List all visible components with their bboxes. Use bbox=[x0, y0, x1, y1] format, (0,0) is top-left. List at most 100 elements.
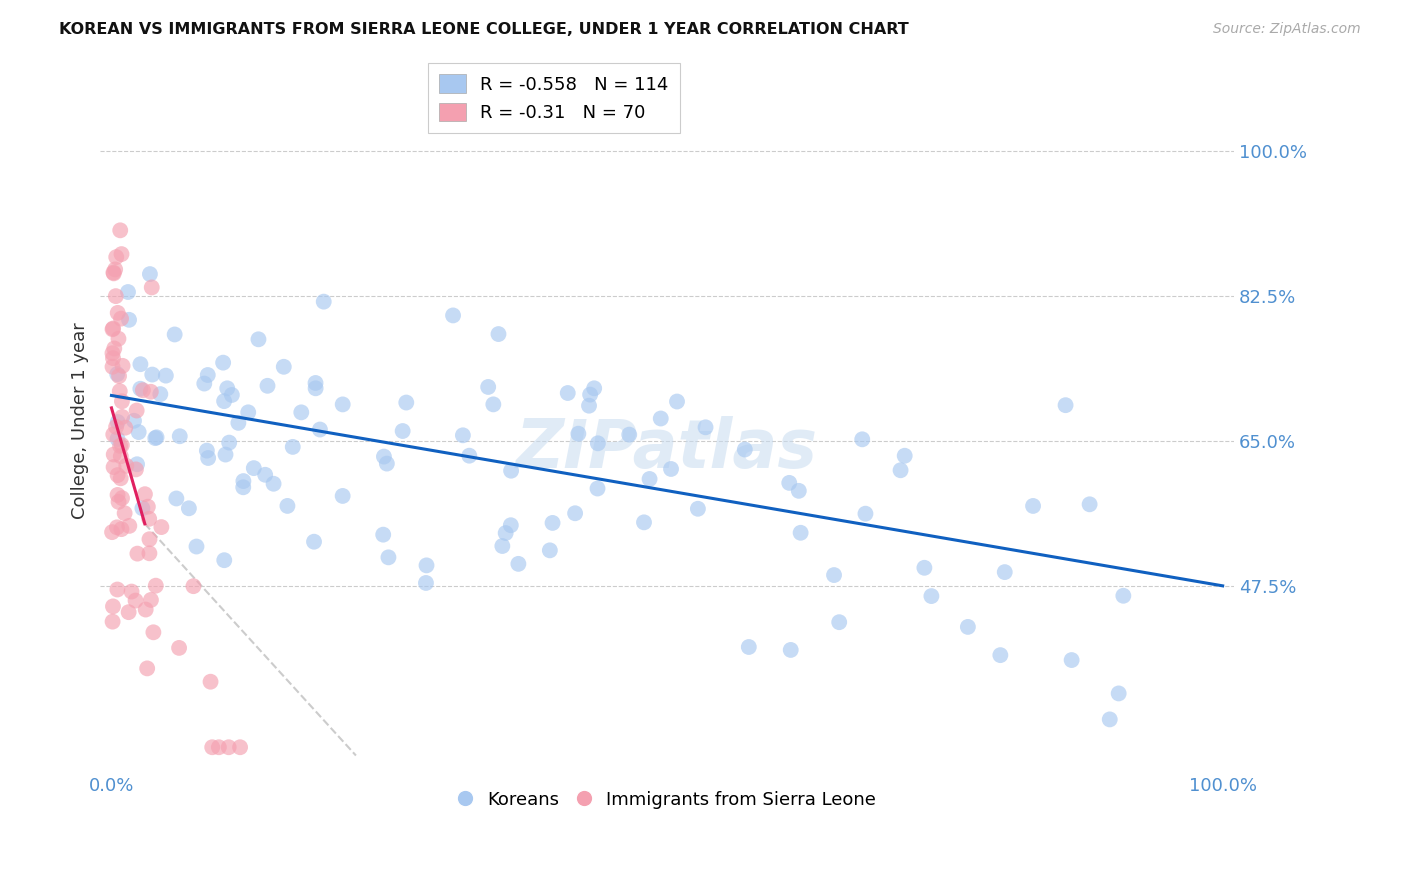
Point bbox=[290, 405, 312, 419]
Point bbox=[666, 394, 689, 409]
Point bbox=[309, 423, 332, 437]
Point bbox=[586, 482, 609, 496]
Point bbox=[994, 565, 1017, 579]
Point bbox=[108, 439, 131, 453]
Point bbox=[276, 499, 298, 513]
Point bbox=[101, 525, 124, 540]
Point bbox=[105, 420, 128, 434]
Point bbox=[183, 579, 205, 593]
Point bbox=[110, 223, 132, 237]
Point bbox=[377, 550, 399, 565]
Point bbox=[110, 311, 132, 326]
Point bbox=[138, 546, 160, 560]
Point bbox=[139, 267, 162, 281]
Point bbox=[579, 387, 602, 401]
Point bbox=[141, 280, 163, 294]
Point bbox=[107, 468, 129, 483]
Point bbox=[107, 415, 129, 429]
Point bbox=[375, 457, 398, 471]
Point bbox=[232, 474, 254, 488]
Point bbox=[201, 740, 224, 755]
Point bbox=[111, 394, 134, 409]
Point bbox=[557, 386, 579, 401]
Point bbox=[111, 359, 134, 373]
Point bbox=[129, 382, 152, 396]
Legend: Koreans, Immigrants from Sierra Leone: Koreans, Immigrants from Sierra Leone bbox=[451, 783, 883, 816]
Point bbox=[149, 387, 172, 401]
Point bbox=[115, 458, 138, 473]
Point bbox=[828, 615, 851, 630]
Point bbox=[247, 332, 270, 346]
Point bbox=[138, 512, 160, 526]
Point bbox=[124, 593, 146, 607]
Point bbox=[228, 416, 250, 430]
Point bbox=[163, 327, 186, 342]
Point bbox=[177, 501, 200, 516]
Point bbox=[103, 266, 125, 280]
Point bbox=[193, 376, 215, 391]
Point bbox=[138, 533, 160, 547]
Point bbox=[101, 321, 124, 335]
Point bbox=[586, 436, 609, 450]
Point bbox=[218, 740, 240, 755]
Point bbox=[855, 507, 877, 521]
Point bbox=[141, 368, 163, 382]
Point bbox=[111, 491, 134, 505]
Point bbox=[890, 463, 912, 477]
Point bbox=[101, 346, 124, 360]
Point bbox=[155, 368, 177, 383]
Point bbox=[131, 501, 153, 516]
Point bbox=[214, 448, 236, 462]
Point bbox=[1108, 686, 1130, 700]
Point bbox=[373, 527, 395, 541]
Point bbox=[415, 576, 437, 591]
Point bbox=[195, 443, 218, 458]
Y-axis label: College, Under 1 year: College, Under 1 year bbox=[72, 322, 89, 518]
Point bbox=[103, 342, 125, 356]
Point bbox=[114, 506, 136, 520]
Point bbox=[578, 399, 600, 413]
Point bbox=[619, 427, 641, 442]
Point bbox=[893, 449, 915, 463]
Point bbox=[139, 593, 162, 607]
Point bbox=[107, 488, 129, 502]
Point bbox=[110, 522, 132, 536]
Point bbox=[477, 380, 499, 394]
Point bbox=[564, 506, 586, 520]
Point bbox=[567, 426, 589, 441]
Point bbox=[391, 424, 413, 438]
Point bbox=[136, 661, 159, 675]
Point bbox=[221, 388, 243, 402]
Point bbox=[101, 599, 124, 614]
Point bbox=[650, 411, 672, 425]
Point bbox=[538, 543, 561, 558]
Point bbox=[738, 640, 761, 654]
Point bbox=[135, 602, 157, 616]
Point bbox=[110, 471, 132, 485]
Point bbox=[111, 409, 134, 424]
Point bbox=[787, 483, 810, 498]
Point bbox=[101, 351, 124, 366]
Point bbox=[110, 449, 132, 463]
Point bbox=[1022, 499, 1045, 513]
Point bbox=[499, 518, 522, 533]
Point bbox=[451, 428, 474, 442]
Point bbox=[103, 427, 125, 442]
Point bbox=[256, 379, 278, 393]
Point bbox=[118, 519, 141, 533]
Point bbox=[920, 589, 942, 603]
Point bbox=[128, 425, 150, 439]
Point bbox=[107, 495, 129, 509]
Point bbox=[458, 449, 481, 463]
Point bbox=[332, 397, 354, 411]
Point bbox=[104, 262, 127, 277]
Point bbox=[143, 431, 166, 445]
Point bbox=[145, 579, 167, 593]
Point bbox=[218, 435, 240, 450]
Point bbox=[108, 384, 131, 399]
Point bbox=[491, 539, 513, 553]
Text: KOREAN VS IMMIGRANTS FROM SIERRA LEONE COLLEGE, UNDER 1 YEAR CORRELATION CHART: KOREAN VS IMMIGRANTS FROM SIERRA LEONE C… bbox=[59, 22, 908, 37]
Point bbox=[851, 433, 873, 447]
Point bbox=[659, 462, 682, 476]
Point bbox=[501, 464, 523, 478]
